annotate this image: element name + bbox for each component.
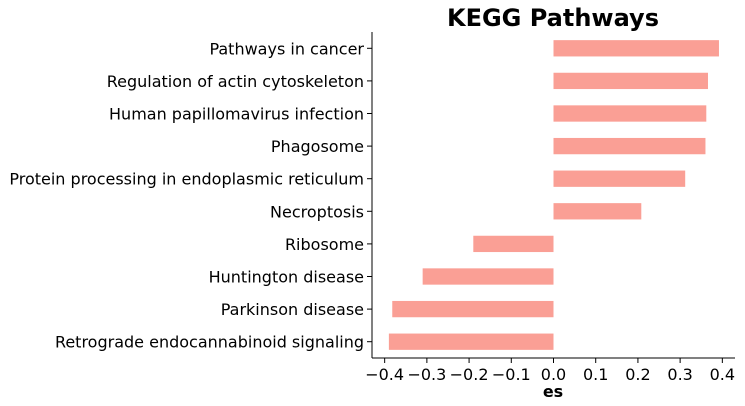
x-tick-label: 0.4 [710, 365, 735, 384]
bar [553, 137, 706, 155]
category-label: Pathways in cancer [209, 39, 364, 58]
category-label: Necroptosis [270, 202, 364, 221]
chart-title: KEGG Pathways [447, 4, 659, 32]
x-tick-label: 0.0 [541, 365, 566, 384]
bar [553, 170, 686, 187]
category-label: Retrograde endocannabinoid signaling [55, 333, 364, 352]
x-tick-label: 0.1 [583, 365, 608, 384]
bar [553, 72, 708, 90]
category-label: Parkinson disease [221, 300, 364, 319]
bars-group [388, 40, 719, 350]
bar [553, 105, 707, 122]
x-axis-label: es [543, 382, 563, 401]
category-label: Huntington disease [209, 268, 364, 287]
bar [392, 300, 554, 318]
bar [422, 268, 554, 285]
category-labels: Pathways in cancer Regulation of actin cy… [9, 39, 372, 352]
category-label: Phagosome [271, 137, 364, 156]
category-label: Ribosome [285, 235, 364, 254]
x-tick-label: −0.2 [450, 365, 489, 384]
x-tick-label: −0.4 [365, 365, 404, 384]
category-label: Regulation of actin cytoskeleton [107, 72, 364, 91]
bar [553, 40, 719, 57]
category-label: Human papillomavirus infection [109, 105, 364, 124]
x-tick-label: −0.1 [492, 365, 531, 384]
x-axis-ticks: −0.4 −0.3 −0.2 −0.1 0.0 0.1 0.2 0.3 0.4 [365, 358, 735, 384]
bar [388, 333, 554, 350]
x-tick-label: 0.2 [625, 365, 650, 384]
x-tick-label: 0.3 [667, 365, 692, 384]
bar [553, 203, 642, 220]
x-tick-label: −0.3 [407, 365, 446, 384]
bar [473, 235, 554, 253]
category-label: Protein processing in endoplasmic reticu… [9, 170, 364, 189]
